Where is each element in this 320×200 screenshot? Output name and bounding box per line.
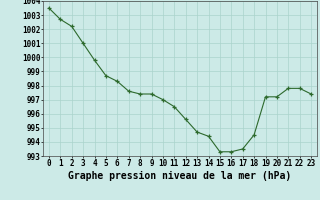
X-axis label: Graphe pression niveau de la mer (hPa): Graphe pression niveau de la mer (hPa) [68, 171, 292, 181]
